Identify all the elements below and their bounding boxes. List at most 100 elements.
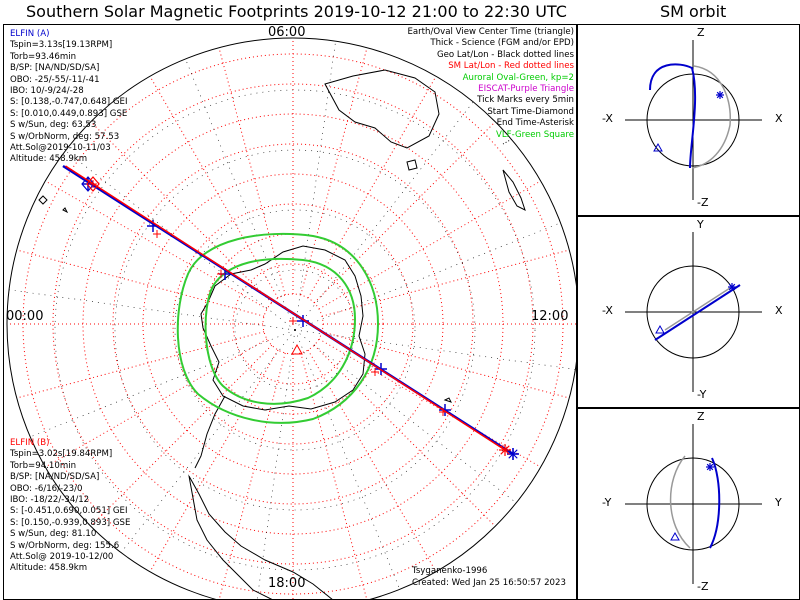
orbit-path-elfin-b	[664, 287, 731, 331]
sm-longitude-line	[321, 245, 577, 317]
elfin-b-info: ELFIN (B) Tspin=3.02s[19.84RPM] Torb=94.10…	[10, 438, 130, 575]
orbit-axis-label-bottom: -Z	[697, 580, 709, 593]
legend-entry: EISCAT-Purple Triangle	[478, 84, 574, 95]
elfin-a-info-line: S w/Sun, deg: 63.53	[10, 120, 97, 131]
elfin-b-info-line: Altitude: 458.9km	[10, 563, 88, 574]
geo-longitude-line	[182, 51, 296, 331]
track-tick-elfin-b	[439, 408, 447, 416]
orbit-path-elfin-a	[709, 457, 721, 549]
elfin-a-info-line: ELFIN (A)	[10, 29, 50, 39]
legend-entry: End Time-Asterisk	[496, 118, 574, 129]
start-diamond	[86, 176, 100, 192]
orbit-axis-label-left: -X	[602, 112, 613, 125]
map-boundary	[6, 37, 577, 600]
elfin-b-info-line: S: [-0.451,0.690,0.051] GEI	[10, 506, 128, 517]
sm-longitude-line	[307, 349, 444, 585]
orbit-axis-label-top: Y	[697, 218, 704, 231]
elfin-a-info-line: Torb=93.46min	[10, 51, 77, 62]
legend-entry: Geo Lat/Lon - Black dotted lines	[436, 49, 574, 60]
sm-latitude-circle	[232, 263, 354, 385]
footprint-map	[6, 37, 577, 600]
geo-longitude-line	[294, 38, 338, 331]
elfin-a-info-line: S w/OrbNorm, deg: 57.53	[10, 131, 120, 142]
end-asterisk	[507, 448, 519, 460]
elfin-b-info-line: S w/OrbNorm, deg: 155.6	[10, 540, 120, 551]
elfin-b-info-line: B/SP: [NA/ND/SD/SA]	[10, 472, 100, 483]
geo-latitude-circle	[114, 149, 476, 511]
track-tick-elfin-b	[153, 230, 161, 238]
australia-coast	[324, 69, 440, 149]
sm-longitude-line	[214, 38, 286, 296]
geo-longitude-line	[294, 217, 574, 331]
geo-longitude-line	[294, 329, 532, 515]
orbit-axis-label-top: Z	[697, 410, 705, 423]
created-timestamp: Created: Wed Jan 25 16:50:57 2023	[412, 578, 566, 588]
elfin-b-info-line: Tspin=3.02s[19.84RPM]	[10, 449, 113, 460]
clock-label-top: 06:00	[268, 25, 306, 40]
legend-entry: Auroral Oval-Green, kp=2	[462, 72, 574, 83]
track-tick-elfin-b	[217, 270, 225, 278]
orbit-axis-label-bottom: -Z	[697, 196, 709, 209]
orbit-asterisk-marker	[728, 283, 736, 291]
orbit-axis-label-right: Y	[775, 496, 782, 509]
start-diamond	[81, 176, 95, 192]
geo-longitude-line	[16, 329, 296, 443]
elfin-a-info-line: S: [0.138,-0.747,0.648] GEI	[10, 97, 128, 108]
legend-entry: SM Lat/Lon - Red dotted lines	[448, 61, 574, 72]
sm-longitude-line	[300, 352, 372, 600]
orbit-axis-label-bottom: -Y	[697, 388, 707, 401]
orbit-panel-2	[625, 232, 762, 392]
south-america-coast	[188, 475, 335, 600]
geo-latitude-circle	[54, 89, 536, 571]
chart-title: Southern Solar Magnetic Footprints 2019-…	[26, 2, 567, 21]
sm-longitude-line	[142, 63, 279, 299]
geo-latitude-circle	[174, 209, 416, 451]
auroral-oval-inner	[204, 257, 357, 405]
sm-longitude-line	[214, 352, 286, 600]
sm-longitude-line	[80, 344, 273, 537]
auroral-oval-outer	[176, 232, 380, 424]
track-tick-elfin-a	[297, 315, 309, 327]
sm-longitude-line	[321, 331, 577, 403]
geo-longitude-line	[294, 329, 577, 373]
elfin-a-info-line: OBO: -25/-55/-11/-41	[10, 74, 100, 85]
legend-entry: VLF-Green Square	[495, 129, 574, 140]
legend-entry: Thick - Science (FGM and/or EPD)	[430, 38, 574, 49]
orbit-asterisk-marker	[716, 91, 724, 99]
legend-entry: Tick Marks every 5min	[477, 95, 574, 106]
geo-longitude-line	[7, 287, 296, 331]
elfin-b-info-line: ELFIN (B)	[10, 438, 50, 448]
track-tick-elfin-b	[371, 368, 379, 376]
orbit-path-elfin-b	[669, 455, 691, 549]
elfin-a-info: ELFIN (A) Tspin=3.13s[19.13RPM] Torb=93.46…	[10, 29, 128, 166]
view-center-triangle	[291, 343, 303, 355]
clock-label-bottom: 18:00	[268, 576, 306, 591]
elfin-b-info-line: IBO: -18/22/-34/12	[10, 495, 90, 506]
orbit-axis-label-left: -Y	[602, 496, 612, 509]
sm-longitude-line	[318, 173, 554, 310]
elfin-b-info-line: Torb=94.10min	[10, 460, 77, 471]
end-asterisk	[499, 444, 511, 456]
orbit-axis-label-right: X	[775, 304, 783, 317]
sm-longitude-line	[7, 245, 265, 317]
legend: Earth/Oval View Center Time (triangle) Th…	[407, 27, 574, 141]
antarctic-peninsula-coast	[194, 395, 226, 469]
track-tick-elfin-a	[439, 404, 451, 416]
elfin-a-info-line: IBO: 10/-9/24/-28	[10, 86, 84, 97]
elfin-b-info-line: S w/Sun, deg: 81.10	[10, 529, 97, 540]
elfin-a-info-line: Att.Sol@2019-10-11/03	[10, 143, 111, 154]
elfin-b-info-line: Att.Sol@ 2019-10-12/00	[10, 552, 114, 563]
elfin-a-info-line: Altitude: 458.9km	[10, 154, 88, 165]
elfin-b-info-line: S: [0.150,-0.939,0.893] GSE	[10, 517, 131, 528]
clock-label-right: 12:00	[531, 309, 569, 324]
sm-longitude-line	[7, 331, 265, 403]
sm-latitude-circle	[112, 143, 474, 505]
orbit-path-elfin-a	[654, 284, 741, 341]
orbit-path-elfin-b	[691, 65, 731, 169]
new-zealand-coast	[502, 169, 526, 211]
elfin-b-info-line: OBO: -6/16/-23/0	[10, 483, 83, 494]
orbit-triangle-marker	[653, 142, 663, 152]
sm-longitude-line	[142, 349, 279, 585]
sm-latitude-circle	[172, 203, 414, 445]
legend-entry: Earth/Oval View Center Time (triangle)	[407, 27, 574, 37]
